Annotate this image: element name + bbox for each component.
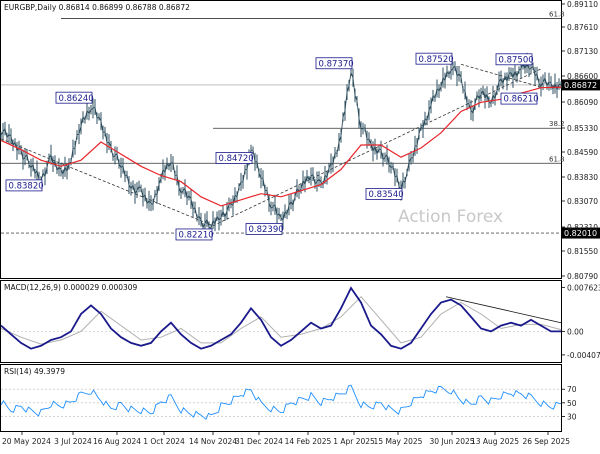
- price-line: [0, 61, 562, 230]
- support-price-tag-label: 0.82010: [564, 229, 597, 238]
- date-tick-label: 14 Nov 2024: [189, 437, 237, 446]
- moving-average-line: [0, 86, 562, 207]
- date-tick-label: 16 Aug 2024: [93, 437, 141, 446]
- annotation-label: 0.82210: [179, 231, 214, 241]
- price-trendline: [212, 68, 542, 227]
- annotation-box: [175, 228, 213, 241]
- annotation-box: [315, 57, 353, 70]
- date-tick-label: 13 Aug 2025: [471, 437, 519, 446]
- axis-layer: 0.86872 0.82010 0.89110 0.87610 0.87130 0.866…: [2, 0, 600, 446]
- macd-signal-line: [0, 295, 562, 345]
- watermark: Action Forex: [398, 207, 503, 227]
- price-panel-title: EURGBP,Daily 0.86814 0.86899 0.86788 0.8…: [4, 3, 190, 12]
- price-y-tick-label: 0.83830: [567, 173, 598, 182]
- annotation-label: 0.87370: [319, 59, 354, 69]
- rsi-y-tick-label: 70: [567, 385, 577, 394]
- price-y-tick-label: 0.89110: [567, 0, 598, 9]
- price-panel: [0, 0, 562, 279]
- date-tick-label: 15 May 2025: [374, 437, 423, 446]
- annotation-label: 0.83540: [369, 190, 404, 200]
- rsi-y-tick-label: 50: [567, 399, 577, 408]
- annotation-box: [495, 53, 533, 66]
- macd-panel: [0, 280, 562, 363]
- rsi-line: [0, 384, 562, 421]
- annotation-label: 0.82390: [249, 225, 284, 235]
- support-price-tag: [562, 227, 600, 239]
- fib-level-label: 38.2: [549, 120, 565, 128]
- macd-trendline: [445, 296, 562, 324]
- price-y-tick-label: 0.87610: [567, 23, 598, 32]
- price-y-tick-label: 0.86600: [567, 72, 598, 81]
- annotation-box: [5, 179, 43, 192]
- annotation-box: [415, 52, 453, 65]
- macd-line: [0, 286, 561, 350]
- annotation-box: [500, 92, 538, 105]
- macd-y-tick-label: -0.004073: [567, 351, 600, 360]
- price-y-tick-label: 0.83070: [567, 197, 598, 206]
- date-tick-label: 31 Dec 2024: [235, 437, 283, 446]
- price-y-tick-label: 0.84590: [567, 148, 598, 157]
- price-y-tick-label: 0.82310: [567, 223, 598, 232]
- rsi-y-tick-label: 30: [567, 412, 577, 421]
- price-y-tick-label: 0.85330: [567, 124, 598, 133]
- rsi-layer: [0, 384, 562, 421]
- annotation-box: [245, 223, 283, 235]
- annotation-label: 0.87500: [499, 55, 534, 65]
- annotation-box: [365, 188, 403, 200]
- annotation-label: 0.86240: [59, 94, 94, 104]
- current-price-tag-label: 0.86872: [564, 81, 597, 90]
- date-tick-label: 26 Sep 2025: [522, 437, 570, 446]
- annotation-label: 0.87520: [419, 55, 454, 65]
- macd-y-tick-label: 0.007623: [567, 283, 600, 292]
- date-tick-label: 3 Jul 2024: [54, 437, 92, 446]
- date-tick-label: 1 Apr 2025: [333, 437, 375, 446]
- annotation-label: 0.84720: [219, 154, 254, 164]
- fib-level-label: 61.8: [549, 11, 565, 19]
- rsi-panel-title: RSI(14) 49.3979: [4, 367, 65, 376]
- price-y-tick-label: 0.86090: [567, 98, 598, 107]
- date-tick-label: 14 Feb 2025: [285, 437, 332, 446]
- current-price-tag: [562, 79, 600, 91]
- price-y-tick-label: 0.87130: [567, 47, 598, 56]
- annotation-box: [55, 91, 93, 104]
- price-layer: 61.8 38.2 61.8 0.86240 0.83820 0.84720 0.82210…: [0, 11, 565, 241]
- price-y-tick-label: 0.81550: [567, 247, 598, 256]
- fib-level-label: 61.8: [549, 155, 565, 163]
- rsi-panel: [0, 364, 562, 432]
- date-tick-label: 30 Jun 2025: [429, 437, 474, 446]
- macd-layer: [0, 286, 562, 350]
- annotation-label: 0.86210: [504, 95, 539, 105]
- macd-panel-title: MACD(12,26,9) 0.000029 0.000309: [4, 283, 138, 292]
- price-trendline: [0, 138, 214, 227]
- annotation-box: [215, 152, 253, 164]
- date-tick-label: 20 May 2024: [2, 437, 51, 446]
- annotation-label: 0.83820: [9, 182, 44, 192]
- macd-y-tick-label: 0.00: [567, 327, 584, 336]
- price-y-tick-label: 0.80790: [567, 272, 598, 281]
- date-tick-label: 1 Oct 2024: [143, 437, 185, 446]
